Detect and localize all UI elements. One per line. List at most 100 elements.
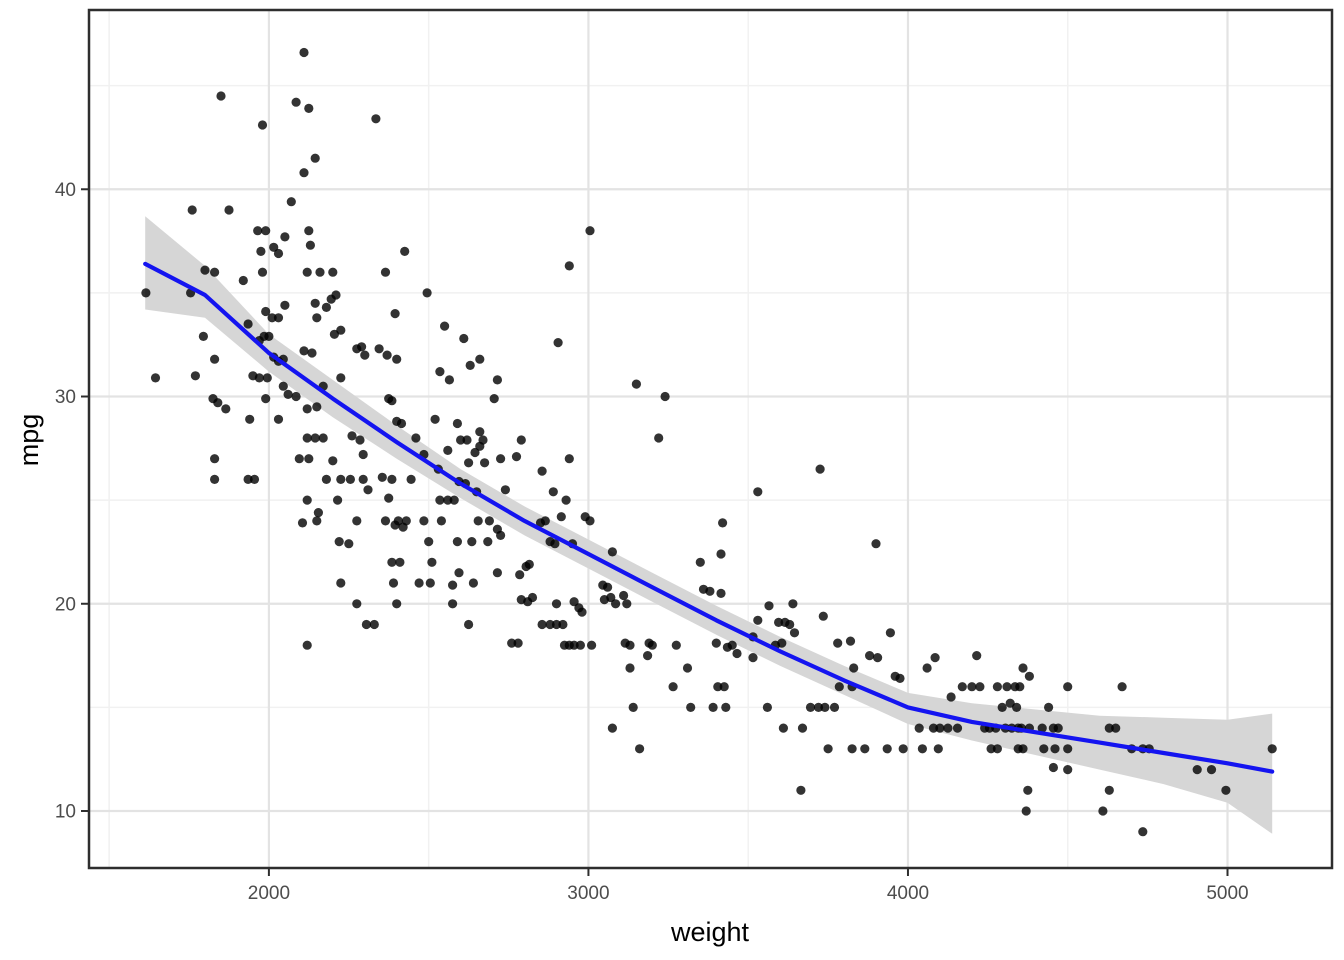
data-point (401, 516, 411, 526)
data-point (527, 592, 538, 603)
data-point (722, 642, 733, 652)
data-point (556, 512, 566, 522)
data-point (464, 458, 474, 468)
data-point (967, 682, 977, 692)
data-point (500, 485, 510, 495)
data-point (885, 628, 896, 638)
data-point (548, 487, 558, 497)
data-point (387, 557, 397, 567)
data-point (261, 394, 271, 404)
data-point (238, 275, 248, 286)
data-point (286, 197, 296, 207)
data-point (392, 354, 402, 364)
data-point (328, 456, 338, 466)
data-point (986, 744, 996, 754)
data-point (336, 474, 346, 484)
data-point (216, 91, 226, 101)
data-point (213, 398, 223, 408)
data-point (380, 267, 391, 277)
data-point (545, 619, 555, 630)
data-point (513, 638, 523, 648)
data-point (654, 433, 664, 443)
y-tick-label: 10 (55, 802, 76, 823)
data-point (753, 487, 763, 497)
data-point (686, 702, 696, 713)
data-point (448, 580, 458, 590)
data-point (882, 744, 892, 754)
data-point (564, 261, 574, 271)
data-point (496, 530, 506, 541)
data-point (302, 404, 312, 414)
data-point (347, 431, 357, 441)
data-point (753, 615, 763, 625)
data-point (440, 321, 450, 331)
data-point (387, 474, 397, 484)
data-point (489, 394, 499, 404)
data-point (711, 638, 721, 648)
data-point (419, 516, 429, 526)
data-point (318, 433, 328, 443)
data-point (957, 682, 967, 692)
data-point (1111, 723, 1121, 733)
data-point (585, 516, 595, 526)
data-point (310, 298, 320, 308)
data-point (660, 391, 670, 402)
data-point (302, 640, 312, 650)
data-point (382, 350, 392, 360)
data-point (1048, 762, 1058, 773)
data-point (713, 682, 723, 692)
data-point (304, 226, 314, 236)
data-point (291, 391, 301, 402)
data-point (619, 590, 629, 601)
data-point (507, 638, 517, 648)
data-point (716, 588, 726, 599)
data-point (392, 599, 402, 609)
data-point (1024, 671, 1034, 681)
data-point (551, 619, 562, 630)
data-point (603, 582, 613, 592)
data-point (210, 267, 220, 277)
data-point (551, 599, 562, 609)
data-point (473, 516, 483, 526)
data-point (516, 435, 526, 445)
data-point (997, 702, 1007, 713)
data-point (524, 559, 534, 570)
data-point (762, 702, 773, 713)
data-point (845, 636, 856, 646)
data-point (537, 466, 547, 476)
data-point (625, 640, 635, 650)
data-point (1037, 723, 1047, 733)
data-point (283, 389, 293, 399)
data-point (992, 682, 1003, 692)
data-point (374, 344, 384, 354)
data-point (321, 474, 331, 484)
y-tick-label: 30 (55, 387, 76, 408)
data-point (833, 638, 843, 648)
data-point (774, 617, 784, 628)
data-point (625, 663, 635, 673)
data-point (470, 447, 480, 458)
data-point (1221, 785, 1231, 795)
data-point (922, 663, 932, 673)
data-point (310, 153, 320, 163)
data-point (243, 474, 253, 484)
x-tick-label: 5000 (1206, 883, 1248, 904)
data-point (411, 433, 421, 443)
data-point (304, 454, 314, 464)
data-point (585, 226, 595, 236)
data-point (352, 599, 362, 609)
x-tick-label: 3000 (567, 883, 609, 904)
data-point (1192, 765, 1202, 775)
data-point (310, 433, 320, 443)
data-point (299, 346, 309, 356)
data-point (424, 537, 434, 547)
data-point (297, 518, 308, 528)
data-point (778, 723, 789, 733)
data-point (262, 373, 272, 383)
data-point (267, 313, 277, 323)
data-point (972, 651, 982, 661)
y-tick-label: 20 (55, 594, 76, 615)
data-point (849, 663, 859, 673)
